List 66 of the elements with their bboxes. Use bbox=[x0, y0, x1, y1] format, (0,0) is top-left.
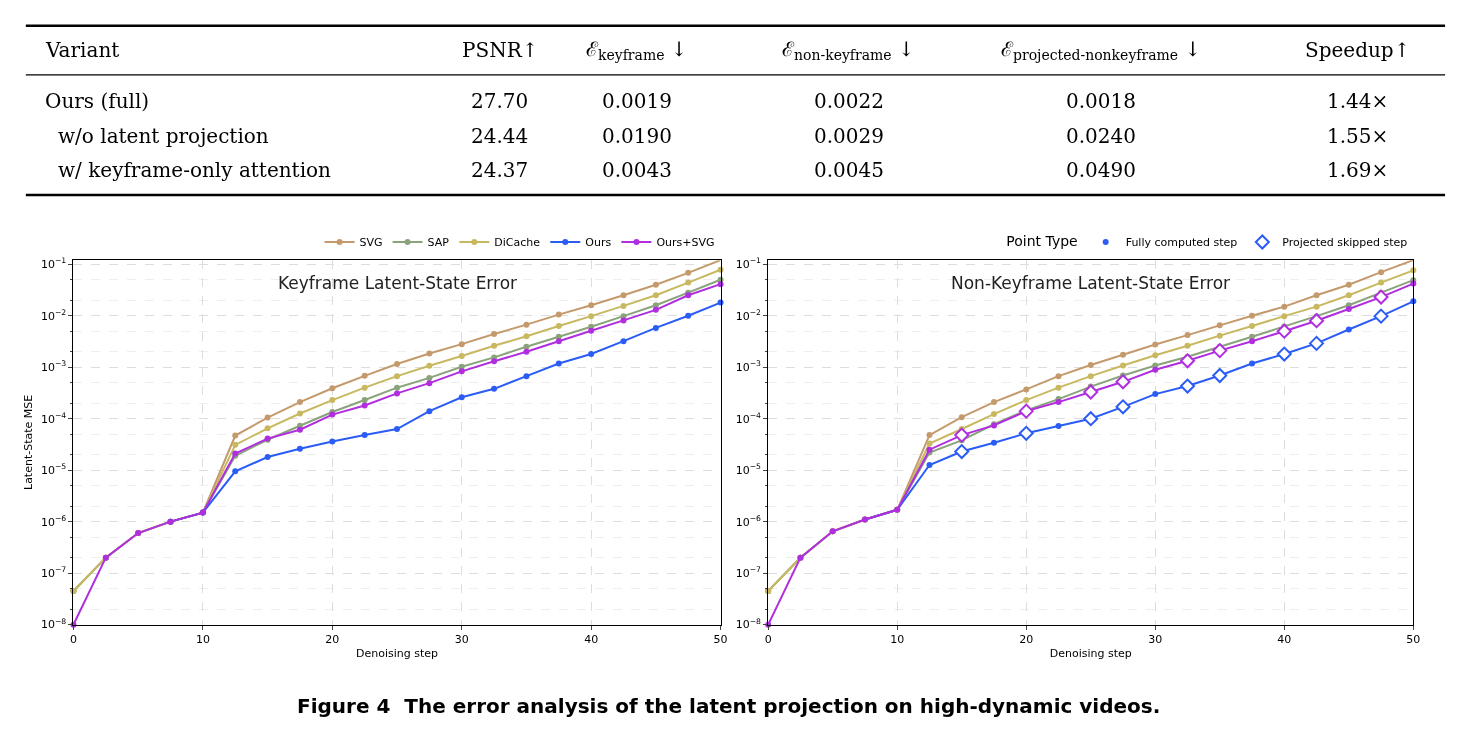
y-tick-label: 10$^{−7}$ bbox=[735, 565, 762, 580]
text: 0.0043 bbox=[602, 158, 672, 182]
text: 0.0190 bbox=[602, 124, 672, 148]
text: 1.69× bbox=[1327, 158, 1389, 182]
text: 0.0018 bbox=[1066, 89, 1136, 113]
y-tick-label: 10$^{−3}$ bbox=[735, 359, 762, 375]
text: Keyframe Latent-State Error bbox=[278, 273, 518, 293]
y-tick-label: 10$^{−4}$ bbox=[40, 410, 67, 426]
x-tick-label: 50 bbox=[1406, 632, 1421, 646]
legend-label: SAP bbox=[427, 236, 450, 250]
x-axis-title: Denoising step bbox=[1049, 647, 1132, 661]
text: 24.44 bbox=[471, 124, 529, 148]
text: 24.37 bbox=[471, 158, 529, 182]
y-tick-label: 10$^{−2}$ bbox=[735, 307, 762, 323]
legend-label: Fully computed step bbox=[1125, 236, 1238, 250]
text: Variant bbox=[45, 38, 120, 62]
x-tick-label: 40 bbox=[584, 632, 599, 646]
category-label: PSNR↑ bbox=[462, 38, 539, 62]
category-label: Speedup↑ bbox=[1305, 38, 1411, 62]
text: Non-Keyframe Latent-State Error bbox=[951, 273, 1231, 293]
legend-label: SVG bbox=[359, 236, 383, 250]
text: 0.0029 bbox=[814, 124, 884, 148]
x-tick-label: 50 bbox=[713, 632, 728, 646]
x-tick-label: 0 bbox=[69, 632, 77, 646]
x-tick-label: 0 bbox=[764, 632, 772, 646]
y-tick-label: 10$^{−8}$ bbox=[735, 616, 762, 632]
text: 0.0045 bbox=[814, 158, 884, 182]
legend-label: Ours+SVG bbox=[656, 236, 715, 250]
category-label: Ours (full) bbox=[45, 89, 150, 113]
y-tick-label: 10$^{−3}$ bbox=[40, 359, 67, 375]
caption: Figure 4 The error analysis of the latent projection on high-dynamic videos. bbox=[297, 694, 1161, 718]
legend-title: Point Type bbox=[1006, 232, 1078, 249]
category-label: w/o latent projection bbox=[58, 124, 269, 148]
y-axis-title: Latent-State MSE bbox=[21, 394, 35, 491]
y-tick-label: 10$^{−7}$ bbox=[40, 565, 67, 580]
category-label: ℰ$_{projected-nonkeyframe}$ ↓ bbox=[1001, 37, 1202, 64]
x-tick-label: 40 bbox=[1277, 632, 1292, 646]
x-axis-title: Denoising step bbox=[356, 647, 439, 661]
x-tick-label: 20 bbox=[1019, 632, 1034, 646]
y-tick-label: 10$^{−8}$ bbox=[40, 616, 67, 632]
y-tick-label: 10$^{−6}$ bbox=[40, 513, 67, 529]
category-label: w/ keyframe-only attention bbox=[58, 158, 331, 182]
text: 27.70 bbox=[471, 89, 529, 113]
text: 1.55× bbox=[1327, 124, 1389, 148]
x-tick-label: 30 bbox=[454, 632, 469, 646]
x-tick-label: 20 bbox=[325, 632, 340, 646]
text: 0.0490 bbox=[1066, 158, 1136, 182]
text: 0.0019 bbox=[602, 89, 672, 113]
y-tick-label: 10$^{−1}$ bbox=[40, 256, 67, 272]
y-tick-label: 10$^{−2}$ bbox=[40, 307, 67, 323]
text: 0.0022 bbox=[814, 89, 884, 113]
legend-label: Ours bbox=[585, 236, 612, 250]
y-tick-label: 10$^{−4}$ bbox=[735, 410, 762, 426]
legend-label: DiCache bbox=[494, 236, 541, 250]
y-tick-label: 10$^{−1}$ bbox=[735, 256, 762, 272]
x-tick-label: 30 bbox=[1148, 632, 1163, 646]
category-label: ℰ$_{keyframe}$ ↓ bbox=[586, 37, 688, 64]
x-tick-label: 10 bbox=[195, 632, 210, 646]
text: 1.44× bbox=[1327, 89, 1389, 113]
category-label: ℰ$_{non-keyframe}$ ↓ bbox=[782, 37, 915, 64]
legend-label: Projected skipped step bbox=[1282, 236, 1408, 250]
text: 0.0240 bbox=[1066, 124, 1136, 148]
x-tick-label: 10 bbox=[890, 632, 905, 646]
y-tick-label: 10$^{−6}$ bbox=[735, 513, 762, 529]
y-tick-label: 10$^{−5}$ bbox=[40, 462, 67, 478]
y-tick-label: 10$^{−5}$ bbox=[735, 462, 762, 478]
